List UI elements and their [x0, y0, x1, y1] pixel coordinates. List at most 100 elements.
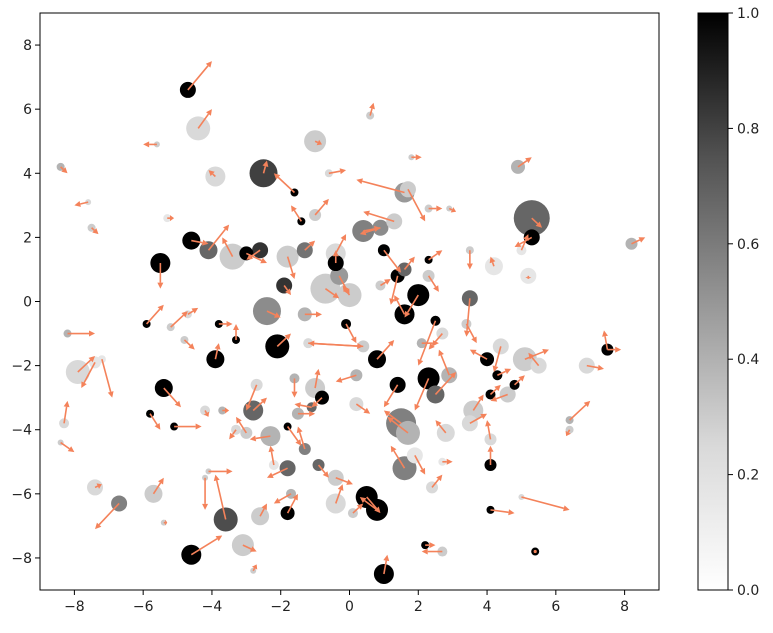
y-tick-label: −8: [11, 551, 32, 567]
vector-arrow: [334, 484, 344, 504]
vector-arrow: [297, 410, 316, 417]
vector-arrow: [317, 464, 329, 478]
vector-arrow: [435, 420, 447, 434]
vector-arrow: [311, 397, 323, 408]
vector-arrow: [533, 549, 537, 554]
vector-arrow: [304, 240, 316, 251]
x-tick-label: 4: [483, 599, 492, 615]
y-tick-label: −6: [11, 487, 32, 503]
vector-arrow: [218, 320, 233, 327]
colorbar-tick-label: 0.0: [737, 583, 759, 599]
colorbar-tick-label: 1.0: [737, 6, 759, 22]
vector-arrow: [335, 234, 347, 254]
vector-arrow: [565, 429, 571, 437]
vector-arrow: [383, 249, 402, 273]
vector-arrow: [389, 275, 399, 305]
vector-arrow: [525, 275, 532, 280]
vector-arrow: [427, 275, 439, 292]
vector-arrow: [335, 374, 357, 383]
colorbar-tick-label: 0.8: [737, 121, 759, 137]
vector-arrow: [472, 394, 484, 411]
vector-arrow: [294, 402, 312, 409]
y-tick-label: −4: [11, 423, 32, 439]
vector-arrow: [187, 307, 199, 316]
scatter-point: [186, 116, 211, 141]
vector-arrow: [252, 397, 267, 412]
vector-arrow: [383, 384, 399, 408]
vector-arrow: [60, 441, 75, 453]
vector-arrow: [197, 109, 212, 129]
vector-arrow: [438, 349, 450, 376]
y-axis: −8 −6 −4 −2 0 2 4 6 8: [11, 38, 40, 567]
vector-arrow: [101, 358, 114, 398]
vector-arrow: [521, 496, 570, 512]
vector-arrow: [407, 188, 426, 222]
colorbar-gradient: [697, 12, 729, 591]
vector-arrow: [517, 157, 532, 168]
y-tick-label: −2: [11, 359, 32, 375]
vector-arrow: [314, 368, 321, 389]
vector-arrow: [428, 205, 443, 212]
vector-arrow: [245, 252, 267, 264]
vector-arrow: [163, 519, 168, 526]
vector-arrow: [190, 535, 223, 556]
vector-arrow: [434, 372, 457, 396]
vector-arrow: [586, 364, 604, 371]
vector-arrow: [291, 378, 298, 398]
vector-arrow: [63, 400, 70, 424]
vector-arrow: [203, 410, 210, 417]
vector-arrow: [431, 474, 443, 488]
vector-arrow: [245, 384, 258, 411]
vector-arrow: [421, 340, 439, 347]
vector-arrow: [249, 435, 271, 442]
vector-arrow: [394, 295, 406, 315]
scatter-point: [486, 505, 495, 514]
vector-arrow: [411, 154, 422, 161]
vector-arrow: [283, 285, 292, 296]
y-tick-label: 4: [23, 166, 32, 182]
vector-arrow: [152, 477, 164, 495]
vector-arrow: [170, 311, 188, 328]
vector-arrow: [296, 426, 306, 450]
vector-arrow: [314, 139, 322, 146]
vector-arrow: [183, 339, 195, 350]
colorbar-tick-label: 0.6: [737, 237, 759, 253]
vector-arrow: [202, 477, 209, 510]
vector-arrow: [286, 426, 302, 446]
vector-arrow: [345, 323, 357, 344]
x-tick-label: −2: [270, 599, 291, 615]
vector-arrow: [528, 352, 540, 367]
vector-arrow: [607, 346, 622, 353]
colorbar-tick-label: 0.4: [737, 352, 759, 368]
vector-arrow: [308, 342, 364, 350]
vector-arrow: [356, 178, 405, 194]
vector-arrow: [143, 141, 157, 148]
vector-arrow: [531, 217, 543, 228]
vector-arrow: [213, 474, 227, 520]
vector-arrow: [376, 339, 395, 360]
arrows: [60, 61, 646, 575]
vector-arrow: [485, 420, 492, 440]
vector-arrow: [390, 445, 406, 469]
vector-arrow: [273, 173, 296, 194]
vector-arrow: [469, 349, 488, 360]
vector-arrow: [490, 393, 508, 402]
vector-arrow: [355, 403, 371, 414]
vector-arrow: [286, 256, 296, 280]
vector-arrow: [414, 378, 430, 411]
y-tick-label: 8: [23, 38, 32, 54]
x-tick-label: 8: [620, 599, 629, 615]
scatter-point: [199, 241, 218, 260]
vector-arrow: [60, 166, 68, 174]
vector-arrow: [383, 554, 390, 575]
y-tick-label: 0: [23, 295, 32, 311]
vector-arrow: [492, 346, 502, 373]
vector-arrow: [466, 250, 473, 270]
vector-arrow: [229, 429, 237, 440]
y-tick-label: 2: [23, 230, 32, 246]
vector-arrow: [81, 362, 96, 389]
vector-arrow: [273, 493, 292, 504]
colorbar: 0.0 0.2 0.4 0.6 0.8 1.0: [697, 6, 759, 599]
vector-arrow: [421, 548, 443, 555]
